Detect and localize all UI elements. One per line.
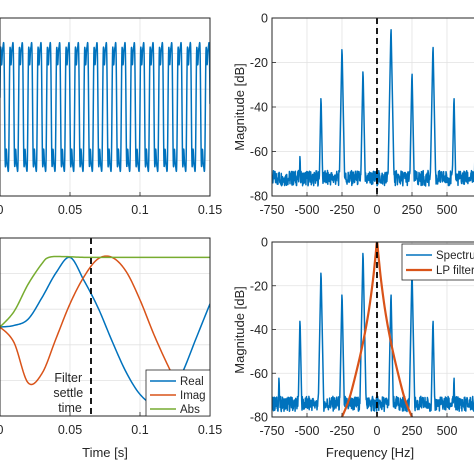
x-tick-label: 0.05: [58, 423, 82, 437]
series-line-signal: [272, 29, 474, 187]
annotation-line: Filter: [54, 371, 82, 385]
annotation-line: settle: [53, 386, 83, 400]
x-tick-label: 0.15: [198, 423, 222, 437]
x-tick-label: -250: [329, 203, 354, 217]
legend-label-abs: Abs: [180, 404, 200, 416]
y-axis-label: Magnitude [dB]: [232, 63, 247, 150]
x-tick-label: 0.1: [131, 203, 148, 217]
series-line-spectrum: [272, 252, 474, 413]
grid: [272, 18, 474, 196]
y-tick-label: -60: [250, 367, 268, 381]
y-tick-label: 0: [261, 12, 268, 26]
y-tick-label: -40: [250, 323, 268, 337]
panel-top-right: -750 -500 -250 0 250 500 -80 -60 -40 -20 0 Magnit…: [232, 12, 474, 217]
y-axis-label: Magnitude [dB]: [232, 286, 247, 373]
x-ticks: -750 -500 -250 0 250 500: [259, 192, 457, 217]
legend: Real Imag Abs: [145, 369, 211, 417]
series-line-abs: [0, 255, 210, 328]
y-tick-label: -80: [250, 190, 268, 204]
y-tick-label: -20: [250, 56, 268, 70]
y-ticks: -80 -60 -40 -20 0: [250, 236, 276, 425]
y-tick-label: 0: [261, 236, 268, 250]
y-tick-label: -60: [250, 145, 268, 159]
x-tick-label: 0: [374, 424, 381, 438]
series-line-lp-filter: [340, 242, 414, 417]
legend-label-imag: Imag: [180, 390, 206, 402]
x-tick-label: 0: [0, 203, 4, 217]
x-ticks: -750 -500 -250 0 250 500: [259, 413, 457, 438]
x-tick-label: -500: [294, 203, 319, 217]
x-axis-label: Time [s]: [82, 445, 128, 460]
y-tick-label: -80: [250, 411, 268, 425]
series-group: [0, 41, 210, 173]
annotation-line: time: [58, 401, 82, 415]
legend-label-lp-filter: LP filter: [436, 265, 474, 277]
legend-label-real: Real: [180, 376, 204, 388]
x-tick-label: 0.15: [198, 203, 222, 217]
x-tick-label: 250: [402, 424, 423, 438]
x-tick-label: 0: [0, 423, 4, 437]
y-tick-label: -20: [250, 279, 268, 293]
panel-top-left: 0 0.05 0.1 0.15: [0, 17, 222, 217]
x-tick-label: -750: [259, 424, 284, 438]
y-ticks: -80 -60 -40 -20 0: [250, 12, 276, 204]
annotation-text: Filter settle time: [53, 371, 86, 415]
legend-box: [401, 243, 474, 281]
legend-label-spectrum: Spectrum: [436, 250, 474, 262]
axes-box: [0, 237, 211, 417]
x-ticks: 0 0.05 0.1 0.15: [0, 412, 222, 437]
legend: Spectrum LP filter: [401, 243, 474, 281]
x-ticks: 0 0.05 0.1 0.15: [0, 192, 222, 217]
axes-box: [0, 17, 211, 197]
series-line-signal: [0, 41, 210, 173]
x-tick-label: 250: [402, 203, 423, 217]
x-tick-label: 0.1: [131, 423, 148, 437]
x-tick-label: 0: [374, 203, 381, 217]
x-tick-label: 500: [437, 424, 458, 438]
x-axis-label: Frequency [Hz]: [326, 445, 414, 460]
x-tick-label: -500: [294, 424, 319, 438]
series-group: [272, 242, 474, 417]
y-tick-label: -40: [250, 101, 268, 115]
x-tick-label: 0.05: [58, 203, 82, 217]
panel-bottom-right: -750 -500 -250 0 250 500 -80 -60 -40 -20 0 Magnit…: [232, 236, 474, 460]
x-tick-label: -250: [329, 424, 354, 438]
x-tick-label: -750: [259, 203, 284, 217]
series-group: [272, 18, 474, 196]
panel-bottom-left: 0 0.05 0.1 0.15 Filter settle time Real Ima…: [0, 237, 222, 460]
x-tick-label: 500: [437, 203, 458, 217]
